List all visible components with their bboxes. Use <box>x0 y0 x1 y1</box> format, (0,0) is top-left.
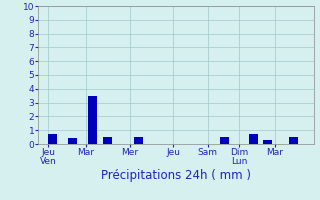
Bar <box>48 134 57 144</box>
Bar <box>88 96 98 144</box>
X-axis label: Précipitations 24h ( mm ): Précipitations 24h ( mm ) <box>101 169 251 182</box>
Bar <box>220 137 229 144</box>
Bar <box>68 138 77 144</box>
Bar <box>134 137 143 144</box>
Bar <box>249 134 258 144</box>
Bar <box>289 137 298 144</box>
Bar <box>263 140 272 144</box>
Bar <box>103 137 112 144</box>
